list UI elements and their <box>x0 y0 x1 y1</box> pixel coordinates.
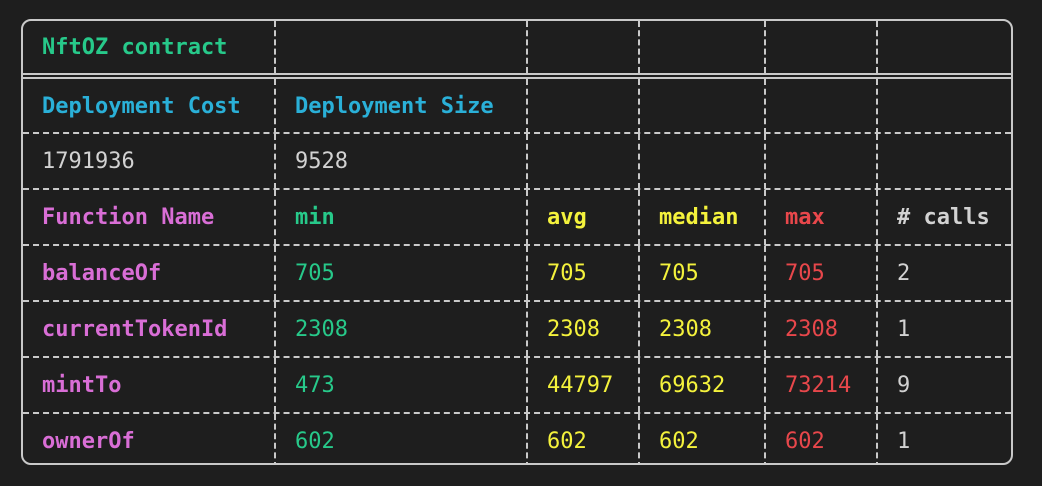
gas-value: 2308 <box>295 316 348 342</box>
table-cell: Deployment Size <box>274 79 526 134</box>
table-cell: 705 <box>526 246 638 300</box>
table-cell: currentTokenId <box>23 302 274 356</box>
gas-value: 602 <box>547 428 587 454</box>
function-header-row: Function Name min avg median max # calls <box>23 190 1011 245</box>
table-cell <box>638 134 764 189</box>
gas-value: 705 <box>295 260 335 286</box>
table-cell: 705 <box>274 246 526 300</box>
table-cell: 2308 <box>638 302 764 356</box>
function-name: ownerOf <box>42 428 135 454</box>
table-cell: # calls <box>876 190 1011 245</box>
table-cell: ownerOf <box>23 414 274 463</box>
gas-value: 602 <box>295 428 335 454</box>
table-cell: mintTo <box>23 358 274 412</box>
row-divider <box>23 73 1011 79</box>
column-header: median <box>659 205 739 230</box>
row-divider <box>23 188 1011 190</box>
table-cell <box>764 79 876 134</box>
table-row: mintTo 473 44797 69632 73214 9 <box>23 358 1011 412</box>
column-header: max <box>785 205 825 230</box>
table-row: balanceOf 705 705 705 705 2 <box>23 246 1011 300</box>
table-cell <box>638 21 764 73</box>
header-deployment-size: Deployment Size <box>295 94 494 119</box>
table-cell: max <box>764 190 876 245</box>
column-header: avg <box>547 205 587 230</box>
table-cell: 602 <box>526 414 638 463</box>
table-cell: 1791936 <box>23 134 274 189</box>
gas-report-table: NftOZ contract Deployment Cost Deployment … <box>21 19 1013 465</box>
table-cell: 2308 <box>764 302 876 356</box>
row-divider <box>23 300 1011 302</box>
table-cell: 73214 <box>764 358 876 412</box>
table-cell: 69632 <box>638 358 764 412</box>
table-cell <box>526 134 638 189</box>
table-cell <box>526 21 638 73</box>
gas-value: 9 <box>897 372 911 398</box>
function-name: balanceOf <box>42 260 162 286</box>
gas-value: 2308 <box>547 316 600 342</box>
table-cell: avg <box>526 190 638 245</box>
gas-value: 602 <box>659 428 699 454</box>
table-cell: 44797 <box>526 358 638 412</box>
table-cell: Function Name <box>23 190 274 245</box>
deployment-cost-value: 1791936 <box>42 149 135 174</box>
table-cell <box>876 134 1011 189</box>
gas-value: 2308 <box>785 316 838 342</box>
table-cell: median <box>638 190 764 245</box>
gas-value: 2 <box>897 260 911 286</box>
table-cell <box>764 134 876 189</box>
column-header: # calls <box>897 205 990 230</box>
gas-value: 705 <box>785 260 825 286</box>
table-cell: 705 <box>638 246 764 300</box>
table-cell: 602 <box>274 414 526 463</box>
deployment-size-value: 9528 <box>295 149 348 174</box>
gas-value: 473 <box>295 372 335 398</box>
table-cell: 705 <box>764 246 876 300</box>
table-cell: 2308 <box>526 302 638 356</box>
gas-value: 73214 <box>785 372 852 398</box>
table-cell: 9 <box>876 358 1011 412</box>
table-cell <box>876 21 1011 73</box>
table-cell: 602 <box>764 414 876 463</box>
gas-value: 1 <box>897 428 911 454</box>
table-cell <box>876 79 1011 134</box>
gas-value: 705 <box>659 260 699 286</box>
row-divider <box>23 132 1011 134</box>
gas-value: 705 <box>547 260 587 286</box>
table-row: currentTokenId 2308 2308 2308 2308 1 <box>23 302 1011 356</box>
table-cell: 602 <box>638 414 764 463</box>
table-cell: 2308 <box>274 302 526 356</box>
gas-value: 2308 <box>659 316 712 342</box>
gas-value: 602 <box>785 428 825 454</box>
table-cell: Deployment Cost <box>23 79 274 134</box>
table-cell: balanceOf <box>23 246 274 300</box>
contract-title: NftOZ contract <box>42 34 228 60</box>
table-cell: NftOZ contract <box>23 21 274 73</box>
table-row: ownerOf 602 602 602 602 1 <box>23 414 1011 463</box>
header-deployment-cost: Deployment Cost <box>42 94 241 119</box>
table-cell: 9528 <box>274 134 526 189</box>
column-header: Function Name <box>42 205 215 230</box>
deployment-values-row: 1791936 9528 <box>23 134 1011 189</box>
row-divider <box>23 356 1011 358</box>
gas-value: 44797 <box>547 372 614 398</box>
deployment-header-row: Deployment Cost Deployment Size <box>23 79 1011 134</box>
table-cell <box>526 79 638 134</box>
table-cell <box>274 21 526 73</box>
table-cell: 2 <box>876 246 1011 300</box>
table-cell: 1 <box>876 302 1011 356</box>
gas-value: 1 <box>897 316 911 342</box>
column-header: min <box>295 205 335 230</box>
table-cell: 473 <box>274 358 526 412</box>
function-name: currentTokenId <box>42 316 228 342</box>
function-name: mintTo <box>42 372 122 398</box>
row-divider <box>23 244 1011 246</box>
table-cell: 1 <box>876 414 1011 463</box>
gas-value: 69632 <box>659 372 726 398</box>
title-row: NftOZ contract <box>23 21 1011 73</box>
table-cell <box>764 21 876 73</box>
row-divider <box>23 412 1011 414</box>
table-cell: min <box>274 190 526 245</box>
table-cell <box>638 79 764 134</box>
